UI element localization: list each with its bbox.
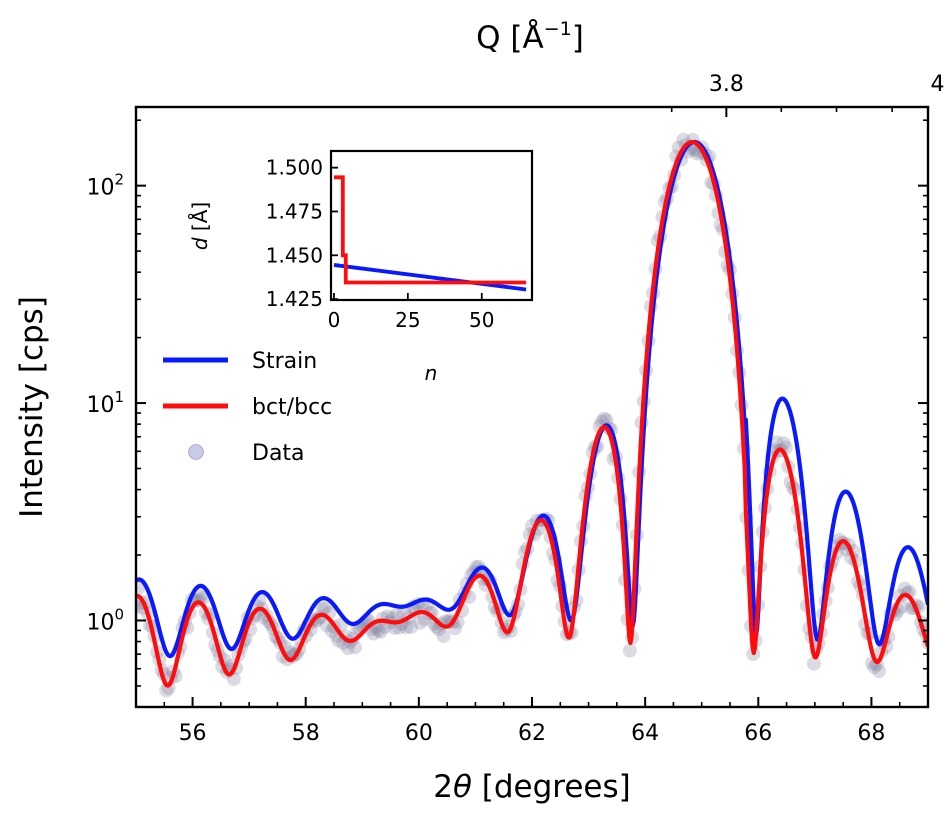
y-tick-exp: 2: [114, 171, 124, 189]
inset-tick-layer: 0 25 50 1.425 1.450 1.475 1.500: [266, 156, 495, 332]
data-point: [597, 411, 612, 426]
top-axis-title-prefix: Q [Å: [476, 20, 544, 56]
top-axis-title: Q [Å−1]: [476, 18, 584, 56]
x-tick-label: 56: [179, 721, 207, 746]
legend-swatch-data: [188, 444, 204, 460]
y-tick-exp: 1: [114, 388, 124, 406]
inset-frame: [329, 149, 534, 302]
y-tick-base: 10: [86, 176, 114, 201]
data-point: [776, 436, 791, 451]
inset-x-tick-label: 50: [469, 308, 494, 332]
x-tick-label: 64: [631, 721, 659, 746]
data-point: [348, 640, 362, 655]
inset-series-line-bct-bcc: [333, 175, 527, 285]
legend: Strain bct/bcc Data: [163, 349, 332, 466]
inset-x-tick-label: 25: [395, 308, 420, 332]
inset-y-title-symbol: d: [188, 237, 212, 250]
inset-x-tick-label: 0: [328, 308, 341, 332]
y-tick-label: 101: [86, 388, 124, 418]
data-point: [194, 588, 209, 603]
y-tick-exp: 0: [114, 605, 124, 623]
x-axis-title-prefix: 2: [433, 769, 453, 805]
data-point: [341, 641, 355, 656]
data-point: [622, 643, 637, 658]
inset-y-tick-label: 1.500: [266, 156, 323, 180]
x-axis-title: 2θ [degrees]: [433, 769, 631, 805]
x-tick-label: 58: [292, 721, 320, 746]
y-axis-title: Intensity [cps]: [14, 296, 50, 518]
data-point: [469, 560, 484, 575]
inset-y-title-unit: [Å]: [188, 202, 212, 238]
data-point: [389, 607, 404, 622]
inset-background: [331, 151, 532, 300]
data-point: [403, 620, 418, 635]
x-tick-label: 62: [518, 721, 546, 746]
x-axis-title-symbol: θ: [453, 769, 472, 805]
data-point: [317, 601, 332, 616]
inset-y-tick-label: 1.450: [266, 243, 323, 267]
y-tick-base: 10: [86, 610, 114, 635]
data-point: [897, 581, 912, 596]
x-tick-label: 66: [744, 721, 772, 746]
inset-x-title: n: [425, 361, 438, 385]
data-point: [371, 623, 386, 638]
data-point: [136, 599, 143, 614]
data-point: [387, 620, 402, 635]
data-point: [373, 624, 388, 639]
x-axis-title-suffix: [degrees]: [472, 769, 631, 805]
plot-frame: [134, 105, 930, 709]
legend-label-data: Data: [252, 441, 305, 466]
data-point: [806, 656, 821, 671]
data-point: [366, 626, 381, 641]
data-point: [599, 413, 614, 428]
inset-y-title: d [Å]: [188, 202, 212, 250]
top-tick-label: 3.8: [709, 72, 744, 97]
inset-curve-layer: [333, 175, 527, 292]
data-point: [315, 601, 330, 616]
legend-label-bct-bcc: bct/bcc: [252, 395, 332, 420]
curve-layer: [136, 139, 928, 688]
data-point: [872, 664, 887, 679]
data-point: [769, 435, 784, 450]
inset-chart: 0 25 50 1.425 1.450 1.475 1.500 n d [Å]: [188, 149, 534, 385]
x-tick-label: 60: [405, 721, 433, 746]
inset-y-tick-label: 1.425: [266, 287, 323, 311]
top-axis-title-exp: −1: [544, 18, 572, 40]
series-line-bct-bcc: [136, 139, 928, 688]
legend-label-strain: Strain: [252, 349, 317, 374]
y-tick-label: 102: [86, 171, 124, 201]
data-point: [399, 620, 414, 635]
x-tick-label: 68: [857, 721, 885, 746]
inset-series-line-strain: [333, 263, 527, 292]
inset-y-tick-label: 1.475: [266, 199, 323, 223]
data-point: [413, 615, 428, 630]
top-axis-title-suffix: ]: [572, 20, 584, 56]
top-tick-label: 4.0: [931, 72, 946, 97]
y-tick-label: 100: [86, 605, 124, 635]
y-tick-base: 10: [86, 393, 114, 418]
data-point: [436, 629, 451, 643]
